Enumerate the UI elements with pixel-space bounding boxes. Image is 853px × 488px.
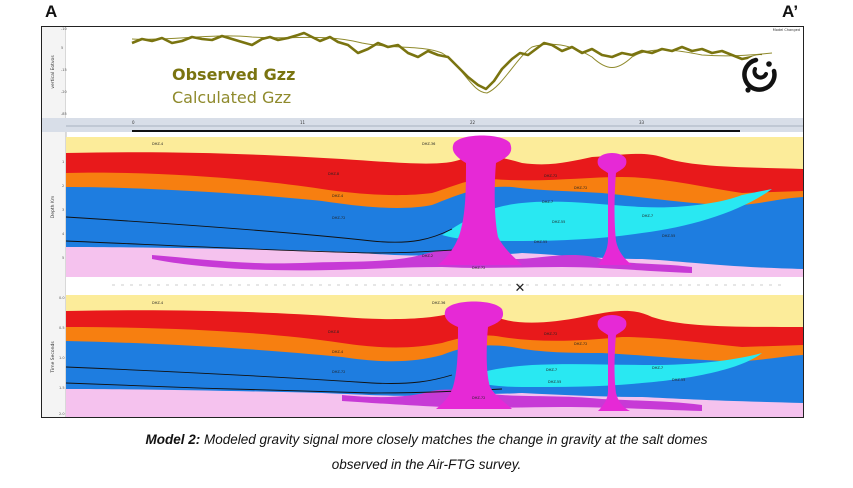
layer-label: DHZ-7 (542, 200, 553, 204)
ruler-tick: 22 (470, 120, 476, 125)
gravity-tick: -85 (61, 112, 67, 116)
depth-tick: 5 (62, 256, 64, 260)
layer-label: DHZ-72 (544, 174, 557, 178)
layer-label: DHZ-36 (432, 301, 445, 305)
layer-label: DHZ-7 (642, 214, 653, 218)
layer-label: DHZ-7 (652, 366, 663, 370)
layer-label: DHZ-4 (152, 142, 164, 146)
divider-strip (66, 277, 803, 295)
gravity-tick: -10 (61, 27, 67, 31)
layer-label: DHZ-8 (328, 330, 339, 334)
marker-a-prime: A’ (782, 2, 799, 21)
time-tick: 0.5 (59, 326, 65, 330)
model-canvas: vertical Eotvos -10 5 -15 -20 -85 Model … (42, 27, 803, 417)
layer-label: DHZ-36 (422, 142, 435, 146)
layer-label: DHZ-72 (332, 216, 345, 220)
caption-line-2: observed in the Air-FTG survey. (331, 457, 522, 472)
caption-line-1: Model 2: Modeled gravity signal more clo… (0, 432, 853, 447)
gravity-y-label: vertical Eotvos (50, 55, 56, 89)
gravity-panel: vertical Eotvos -10 5 -15 -20 -85 Model … (50, 27, 803, 118)
time-y-label: Time Seconds (50, 341, 56, 374)
time-tick: 2.0 (59, 412, 65, 416)
layer-label: DHZ-72 (472, 266, 485, 270)
ruler-tick: 11 (300, 120, 306, 125)
model-changed-tag: Model Changed (773, 28, 800, 32)
layer-label: DHZ-72 (574, 186, 587, 190)
gravity-tick: 5 (61, 46, 63, 50)
observed-gzz-line (131, 31, 763, 91)
layer-label: DHZ-72 (574, 342, 587, 346)
depth-y-label: Depth Km (50, 196, 56, 218)
time-tick: 0.0 (59, 296, 65, 300)
gravity-tick: -20 (61, 90, 67, 94)
gravity-tick: -15 (61, 68, 67, 72)
layer-label: DHZ-4 (332, 350, 344, 354)
layer-label: DHZ-72 (472, 396, 485, 400)
ruler-tick: 0 (132, 120, 135, 125)
caption-text-1: Modeled gravity signal more closely matc… (200, 432, 708, 447)
legend-observed: Observed Gzz (172, 65, 295, 84)
layer-label: DHZ-2 (422, 254, 433, 258)
marker-a: A (45, 2, 58, 21)
layer-label: DHZ-55 (534, 240, 547, 244)
model-window: vertical Eotvos -10 5 -15 -20 -85 Model … (41, 26, 804, 418)
depth-section: DHZ-4 DHZ-36 DHZ-8 DHZ-4 DHZ-72 DHZ-72 D… (50, 135, 803, 277)
layer-label: DHZ-4 (152, 301, 164, 305)
depth-tick: 4 (62, 232, 65, 236)
time-section: DHZ-4 DHZ-36 DHZ-8 DHZ-4 DHZ-72 DHZ-72 D… (50, 295, 803, 417)
layer-label: DHZ-55 (662, 234, 675, 238)
layer-label: DHZ-7 (546, 368, 557, 372)
layer-label: DHZ-72 (332, 370, 345, 374)
distance-ruler (42, 118, 803, 132)
close-icon[interactable]: ✕ (515, 281, 526, 296)
depth-tick: 3 (62, 208, 64, 212)
time-tick: 1.5 (59, 386, 65, 390)
ruler-tick: 33 (639, 120, 645, 125)
time-tick: 1.0 (59, 356, 65, 360)
layer-label: DHZ-55 (552, 220, 565, 224)
caption-bold: Model 2: (145, 432, 201, 447)
layer-label: DHZ-4 (332, 194, 344, 198)
left-gutter (42, 27, 66, 417)
depth-tick: 1 (62, 160, 64, 164)
layer-label: DHZ-72 (544, 332, 557, 336)
depth-tick: 2 (62, 184, 64, 188)
legend-calculated: Calculated Gzz (172, 88, 291, 107)
layer-label: DHZ-55 (548, 380, 561, 384)
layer-label: DHZ-8 (328, 172, 339, 176)
gi-logo-icon (740, 55, 780, 95)
layer-label: DHZ-55 (672, 378, 685, 382)
